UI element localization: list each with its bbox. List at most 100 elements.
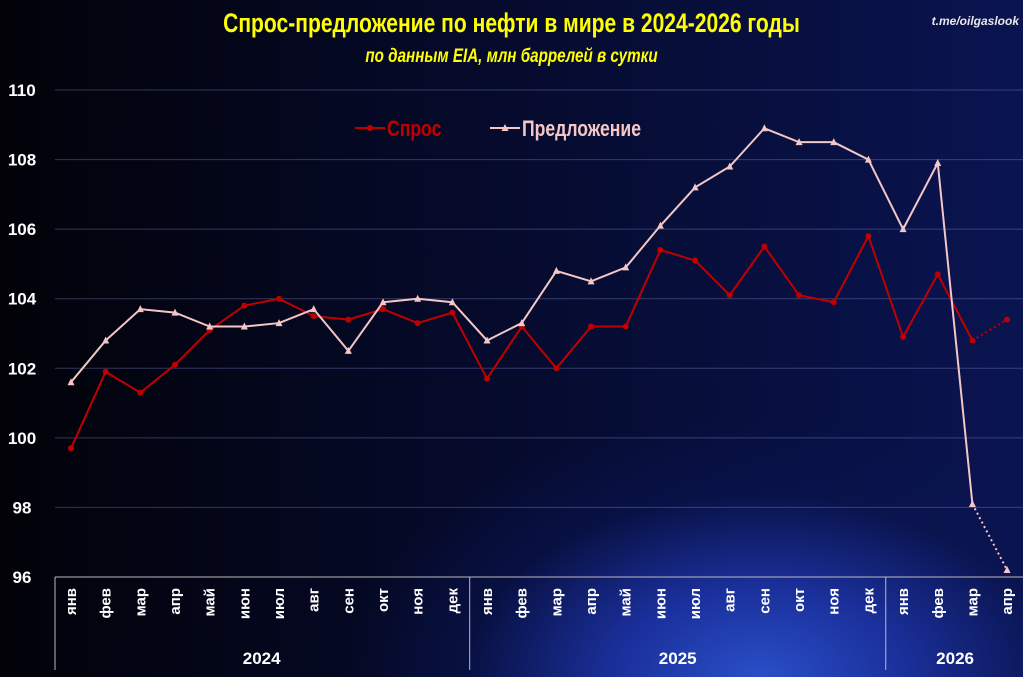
series-line-demand — [70, 233, 974, 449]
data-point-demand — [276, 295, 283, 302]
y-tick-label: 102 — [8, 359, 36, 378]
data-point-supply — [414, 294, 422, 302]
data-point-supply — [67, 378, 75, 386]
data-point-demand — [726, 292, 733, 299]
x-tick-label: мар — [548, 588, 565, 616]
credit-link[interactable]: t.me/oilgaslook — [931, 14, 1019, 28]
data-point-demand — [553, 365, 560, 372]
data-point-supply — [275, 319, 283, 327]
x-tick-label: сен — [340, 588, 357, 614]
x-tick-label: июл — [687, 588, 704, 619]
x-tick-label: авг — [306, 588, 323, 612]
data-point-demand — [484, 375, 491, 382]
data-point-supply — [864, 155, 872, 163]
x-tick-label: мар — [132, 588, 149, 616]
data-point-supply — [968, 499, 976, 507]
data-point-supply — [622, 263, 630, 271]
data-point-demand — [102, 368, 109, 375]
data-point-supply — [240, 322, 248, 330]
x-tick-label: апр — [583, 588, 600, 615]
x-tick-label: апр — [999, 588, 1016, 615]
data-point-supply — [206, 322, 214, 330]
x-tick-label: ноя — [826, 588, 843, 615]
x-tick-label: дек — [444, 588, 461, 614]
x-tick-label: окт — [791, 588, 808, 612]
y-tick-label: 110 — [8, 81, 35, 100]
data-point-demand — [934, 271, 941, 278]
data-point-supply — [760, 124, 768, 132]
x-tick-label: май — [618, 588, 635, 616]
data-point-demand — [969, 337, 976, 344]
data-point-demand — [692, 257, 699, 264]
y-tick-label: 108 — [8, 151, 36, 170]
data-point-supply — [899, 225, 907, 233]
x-tick-label: фев — [930, 588, 947, 619]
data-point-supply — [656, 221, 664, 229]
data-point-demand — [380, 306, 387, 313]
year-label: 2026 — [936, 649, 974, 668]
data-point-demand — [830, 299, 837, 306]
data-point-supply — [483, 336, 491, 344]
year-label: 2025 — [659, 649, 697, 668]
x-tick-label: сен — [756, 588, 773, 614]
legend-label: Спрос — [387, 117, 441, 141]
x-tick-label: июн — [652, 588, 669, 619]
x-tick-label: ноя — [410, 588, 427, 615]
data-point-supply — [518, 319, 526, 327]
y-tick-label: 100 — [8, 429, 36, 448]
data-point-demand — [414, 320, 421, 327]
x-tick-label: янв — [63, 588, 80, 615]
data-point-supply — [448, 298, 456, 306]
data-point-supply — [136, 305, 144, 313]
data-point-supply — [726, 162, 734, 170]
data-point-supply — [934, 159, 942, 167]
series-dotted-segment — [971, 318, 1008, 342]
x-tick-label: окт — [375, 588, 392, 612]
data-point-supply — [552, 266, 560, 274]
year-label: 2024 — [243, 649, 281, 668]
chart-title: Спрос-предложение по нефти в мире в 2024… — [223, 8, 800, 38]
data-point-demand — [137, 389, 144, 396]
x-tick-label: авг — [722, 588, 739, 612]
data-point-demand — [622, 323, 629, 330]
data-point-supply — [830, 138, 838, 146]
data-point-demand — [68, 445, 74, 452]
x-tick-label: дек — [860, 588, 877, 614]
data-point-demand — [1004, 316, 1011, 323]
x-tick-label: июл — [271, 588, 288, 619]
data-point-demand — [449, 309, 456, 316]
data-point-supply — [310, 305, 318, 313]
data-point-supply — [102, 336, 110, 344]
x-tick-label: мар — [964, 588, 981, 616]
data-point-demand — [310, 313, 317, 320]
legend-marker-circle — [367, 125, 373, 131]
data-point-supply — [587, 277, 595, 285]
data-point-demand — [345, 316, 352, 323]
data-point-demand — [761, 243, 768, 250]
x-tick-label: май — [202, 588, 219, 616]
legend-marker-triangle — [501, 124, 509, 131]
data-point-supply — [379, 298, 387, 306]
data-point-supply — [171, 308, 179, 316]
x-tick-label: янв — [895, 588, 912, 615]
data-point-demand — [865, 233, 872, 240]
data-point-demand — [900, 333, 907, 340]
data-point-supply — [691, 183, 699, 191]
data-point-demand — [588, 323, 595, 330]
legend-label: Предложение — [522, 117, 641, 141]
data-point-demand — [657, 247, 664, 254]
data-point-supply — [344, 346, 352, 354]
series-line-supply — [70, 127, 974, 505]
x-tick-label: фев — [98, 588, 115, 619]
data-point-supply — [1003, 566, 1011, 574]
y-tick-label: 98 — [13, 498, 32, 517]
x-tick-label: апр — [167, 588, 184, 615]
x-tick-label: фев — [514, 588, 531, 619]
data-point-demand — [796, 292, 803, 299]
chart-subtitle: по данным EIA, млн баррелей в сутки — [365, 46, 658, 67]
data-point-demand — [241, 302, 248, 309]
data-point-supply — [795, 138, 803, 146]
x-tick-label: июн — [236, 588, 253, 619]
y-tick-label: 106 — [8, 220, 36, 239]
